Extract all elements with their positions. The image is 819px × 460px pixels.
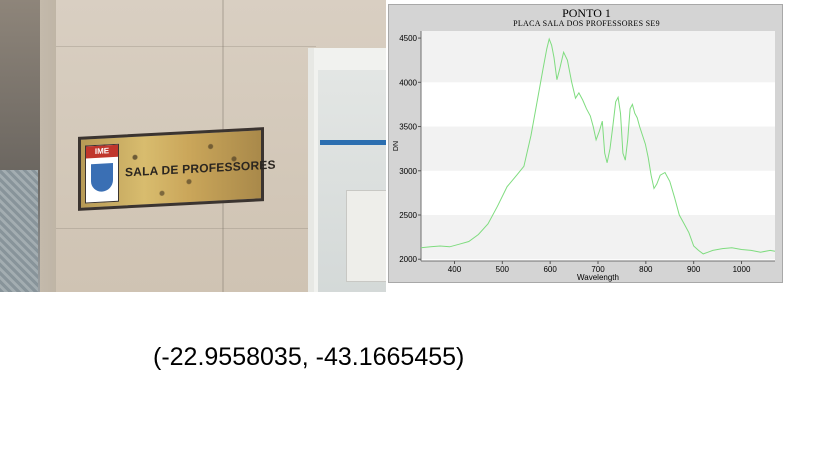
photo-glass-panel [0,170,38,292]
sign-logo-shield-icon [91,163,113,193]
y-tick-label: 2500 [399,211,417,220]
photo-wall-line [56,228,316,229]
sign-photo: IME SALA DE PROFESSORES [0,0,386,292]
spectrum-chart-panel: PONTO 1 PLACA SALA DOS PROFESSORES SE9 2… [388,4,783,283]
x-axis-label: Wavelength [577,273,619,282]
y-tick-label: 2000 [399,255,417,264]
x-tick-label: 1000 [733,265,751,274]
chart-subtitle: PLACA SALA DOS PROFESSORES SE9 [513,19,660,28]
x-tick-label: 400 [448,265,462,274]
x-tick-label: 500 [496,265,510,274]
x-tick-label: 700 [591,265,605,274]
sign-logo-badge: IME [86,144,118,159]
photo-wall-line [56,46,316,47]
y-axis-label: DN [393,141,400,151]
y-tick-label: 4500 [399,34,417,43]
x-tick-label: 900 [687,265,701,274]
door-sign: IME SALA DE PROFESSORES [78,127,276,211]
spectrum-chart: 2000 2500 3000 3500 4000 4500 400 500 600 700 800 9… [393,31,776,282]
photo-window-paper [346,190,386,282]
sign-label: SALA DE PROFESSORES [125,157,276,180]
x-tick-label: 800 [639,265,653,274]
y-tick-label: 4000 [399,78,417,87]
spectrum-series-line [420,37,776,255]
chart-title: PONTO 1 [562,6,611,20]
grid-band [421,31,775,39]
grid-band [421,126,775,171]
gps-coordinates: (-22.9558035, -43.1665455) [153,343,465,371]
grid-band [421,38,775,83]
y-tick-label: 3500 [399,123,417,132]
grid-band [421,215,775,260]
sign-logo: IME [85,143,119,204]
y-tick-label: 3000 [399,167,417,176]
x-tick-label: 600 [543,265,557,274]
photo-window-blue-strip [320,140,386,145]
